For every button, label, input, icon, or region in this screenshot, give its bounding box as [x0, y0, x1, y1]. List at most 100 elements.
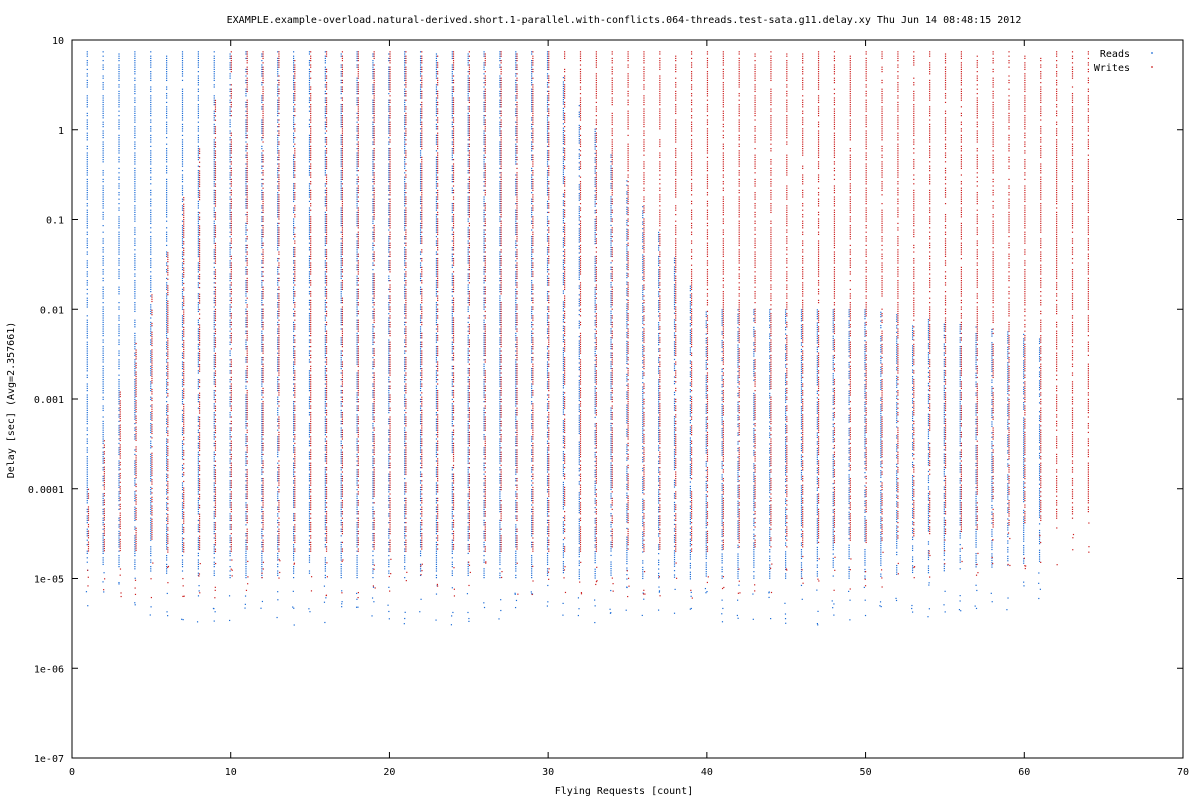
data-point	[134, 73, 136, 75]
data-point	[356, 90, 358, 93]
data-point	[86, 121, 88, 123]
data-point	[86, 368, 88, 370]
data-point	[261, 196, 263, 198]
data-point	[372, 159, 374, 161]
data-point	[86, 552, 88, 555]
data-point	[245, 115, 247, 117]
data-point	[150, 526, 152, 528]
data-point	[277, 181, 279, 183]
data-point	[499, 304, 501, 306]
data-point	[308, 209, 311, 211]
data-point	[419, 198, 422, 200]
data-point	[150, 473, 152, 475]
data-point	[404, 247, 406, 249]
data-point	[419, 405, 422, 407]
data-point	[118, 115, 120, 117]
data-point	[118, 273, 120, 275]
data-point	[404, 611, 406, 613]
data-point	[483, 381, 485, 383]
data-point	[467, 132, 469, 134]
data-point	[483, 489, 485, 491]
data-point	[483, 189, 485, 192]
data-point	[150, 304, 152, 306]
data-point	[467, 183, 469, 185]
data-point	[467, 119, 469, 121]
data-point	[356, 183, 358, 185]
data-point	[118, 546, 120, 548]
data-point	[293, 350, 295, 352]
data-point	[435, 528, 438, 530]
data-point	[419, 504, 422, 506]
data-point	[229, 115, 231, 117]
data-point	[419, 555, 422, 557]
data-point	[86, 420, 88, 423]
data-point	[150, 568, 152, 570]
data-point	[277, 238, 279, 240]
data-point	[388, 405, 390, 407]
data-point	[324, 387, 326, 390]
data-point	[229, 445, 231, 447]
data-point	[102, 60, 104, 62]
data-point	[277, 236, 279, 238]
data-point	[86, 398, 88, 401]
data-point	[181, 97, 184, 99]
data-point	[404, 533, 406, 535]
data-point	[467, 453, 469, 456]
data-point	[340, 251, 342, 253]
data-point	[499, 271, 501, 273]
data-point	[293, 348, 295, 350]
data-point	[340, 574, 342, 577]
data-point	[261, 423, 263, 425]
data-point	[245, 271, 247, 273]
data-point	[277, 508, 279, 511]
data-point	[324, 559, 326, 561]
data-point	[261, 372, 263, 374]
data-point	[483, 555, 485, 557]
data-point	[261, 183, 263, 185]
data-point	[451, 110, 453, 112]
data-point	[134, 112, 136, 115]
data-point	[86, 152, 88, 154]
data-point	[451, 68, 453, 71]
data-point	[245, 381, 247, 383]
data-point	[166, 77, 168, 79]
data-point	[102, 519, 104, 522]
data-point	[134, 326, 136, 328]
data-point	[340, 365, 342, 368]
data-point	[388, 247, 390, 249]
data-point	[404, 420, 406, 423]
data-point	[102, 372, 104, 374]
data-point	[197, 447, 199, 449]
data-point	[102, 537, 104, 539]
data-point	[181, 434, 184, 436]
data-point	[435, 548, 438, 550]
data-point	[372, 198, 374, 200]
data-point	[134, 352, 136, 354]
data-point	[499, 370, 501, 372]
data-point	[340, 194, 342, 196]
data-point	[118, 110, 120, 112]
data-point	[277, 148, 279, 150]
data-point	[356, 513, 358, 515]
data-point	[356, 495, 358, 497]
data-point	[277, 152, 279, 154]
data-point	[166, 64, 168, 66]
data-point	[261, 385, 263, 387]
data-point	[324, 528, 326, 530]
data-point	[435, 288, 438, 291]
data-point	[181, 57, 184, 60]
data-point	[372, 90, 374, 93]
data-point	[435, 119, 438, 121]
data-point	[86, 343, 88, 346]
data-point	[435, 359, 438, 361]
data-point	[340, 396, 342, 398]
data-point	[197, 478, 199, 480]
data-point	[451, 412, 453, 414]
data-point	[102, 383, 104, 385]
data-point	[483, 458, 485, 460]
data-point	[435, 370, 438, 372]
data-point	[181, 561, 184, 563]
data-point	[467, 467, 469, 469]
data-point	[356, 126, 358, 128]
data-point	[134, 284, 136, 286]
